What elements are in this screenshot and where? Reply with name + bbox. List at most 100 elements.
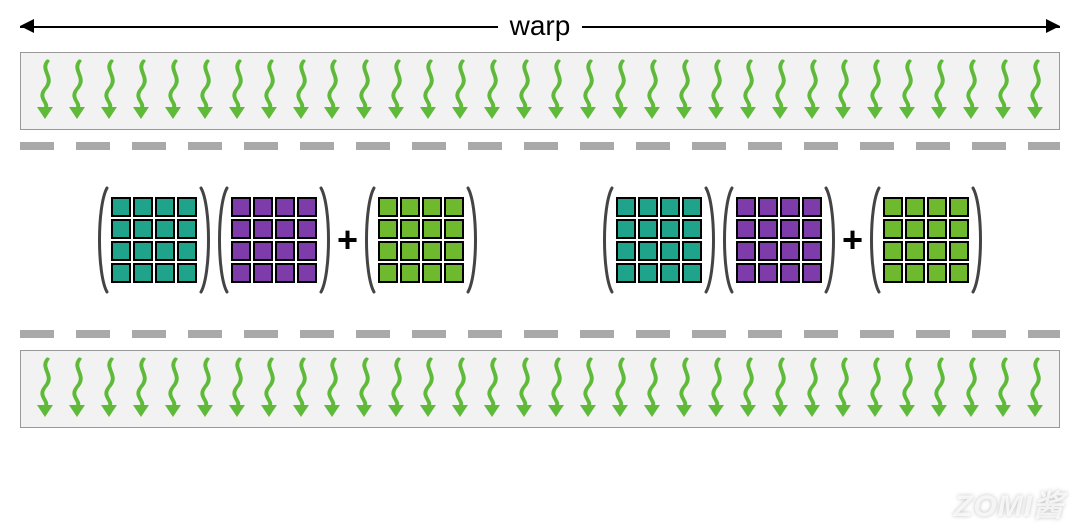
thread-arrow-icon <box>380 59 412 123</box>
matrix-cell <box>378 263 398 283</box>
thread-arrow-icon <box>540 59 572 123</box>
matrix-cell <box>133 241 153 261</box>
matrix-cell <box>400 241 420 261</box>
thread-arrow-icon <box>125 59 157 123</box>
thread-arrow-icon <box>891 59 923 123</box>
matrix-cell <box>905 263 925 283</box>
matrix-cell <box>802 219 822 239</box>
thread-arrow-icon <box>157 357 189 421</box>
matrix-cell <box>660 197 680 217</box>
thread-arrow-icon <box>636 59 668 123</box>
matrix-grid <box>614 197 704 283</box>
warp-label: warp <box>498 10 583 42</box>
thread-arrow-icon <box>444 357 476 421</box>
matrix-cell <box>638 197 658 217</box>
diagram-container: warp <box>0 0 1080 531</box>
matrix-cell <box>883 219 903 239</box>
matrix-cell <box>780 197 800 217</box>
plus-operator: + <box>842 222 863 258</box>
matrix-operation-group: + <box>95 186 480 294</box>
matrix-cell <box>883 197 903 217</box>
matrix-cell <box>758 263 778 283</box>
matrix-cell <box>422 219 442 239</box>
matrix-grid <box>376 197 466 283</box>
thread-arrow-icon <box>125 357 157 421</box>
matrix-cell <box>682 263 702 283</box>
thread-arrow-icon <box>859 59 891 123</box>
matrix-cell <box>682 219 702 239</box>
matrix-cell <box>682 241 702 261</box>
matrix-cell <box>155 263 175 283</box>
matrix-cell <box>927 241 947 261</box>
matrix-cell <box>275 263 295 283</box>
thread-arrow-icon <box>316 357 348 421</box>
matrix-cell <box>758 197 778 217</box>
matrix-with-parens <box>215 186 333 294</box>
arrow-head-right-icon <box>1046 19 1060 33</box>
matrix-cell <box>927 219 947 239</box>
matrix-cell <box>638 241 658 261</box>
thread-arrow-icon <box>93 357 125 421</box>
thread-arrow-icon <box>29 59 61 123</box>
thread-arrow-icon <box>412 357 444 421</box>
thread-arrow-icon <box>61 59 93 123</box>
matrix-cell <box>400 263 420 283</box>
thread-arrow-icon <box>316 59 348 123</box>
thread-arrow-icon <box>189 59 221 123</box>
thread-arrow-icon <box>796 357 828 421</box>
matrix-cell <box>253 197 273 217</box>
matrix-cell <box>949 241 969 261</box>
thread-arrow-icon <box>348 59 380 123</box>
matrix-cell <box>231 219 251 239</box>
thread-arrow-icon <box>253 59 285 123</box>
matrix-operation-group: + <box>600 186 985 294</box>
matrix-cell <box>927 197 947 217</box>
matrix-operation-row: + + <box>20 150 1060 330</box>
thread-arrow-icon <box>444 59 476 123</box>
thread-arrow-icon <box>923 59 955 123</box>
thread-arrow-icon <box>572 357 604 421</box>
matrix-cell <box>253 263 273 283</box>
thread-arrow-icon <box>636 357 668 421</box>
matrix-cell <box>111 219 131 239</box>
matrix-cell <box>758 219 778 239</box>
matrix-cell <box>927 263 947 283</box>
matrix-cell <box>444 219 464 239</box>
matrix-cell <box>802 241 822 261</box>
thread-arrow-icon <box>221 357 253 421</box>
matrix-cell <box>802 263 822 283</box>
thread-arrow-icon <box>1019 59 1051 123</box>
matrix-cell <box>275 197 295 217</box>
matrix-cell <box>616 219 636 239</box>
matrix-cell <box>155 197 175 217</box>
matrix-cell <box>422 263 442 283</box>
thread-arrow-icon <box>700 59 732 123</box>
matrix-cell <box>177 197 197 217</box>
thread-arrow-icon <box>412 59 444 123</box>
matrix-cell <box>111 197 131 217</box>
matrix-cell <box>231 197 251 217</box>
thread-arrow-icon <box>29 357 61 421</box>
matrix-cell <box>111 263 131 283</box>
matrix-cell <box>400 219 420 239</box>
matrix-cell <box>297 241 317 261</box>
thread-arrow-icon <box>764 357 796 421</box>
matrix-cell <box>275 241 295 261</box>
thread-arrow-icon <box>955 59 987 123</box>
matrix-cell <box>422 197 442 217</box>
matrix-cell <box>253 241 273 261</box>
matrix-cell <box>949 219 969 239</box>
thread-arrow-icon <box>764 59 796 123</box>
matrix-cell <box>378 219 398 239</box>
thread-arrow-icon <box>987 59 1019 123</box>
matrix-cell <box>378 197 398 217</box>
matrix-cell <box>883 241 903 261</box>
matrix-cell <box>802 197 822 217</box>
matrix-cell <box>949 197 969 217</box>
thread-arrow-icon <box>189 357 221 421</box>
matrix-cell <box>780 241 800 261</box>
matrix-cell <box>949 263 969 283</box>
plus-operator: + <box>337 222 358 258</box>
matrix-cell <box>780 263 800 283</box>
matrix-with-parens <box>867 186 985 294</box>
